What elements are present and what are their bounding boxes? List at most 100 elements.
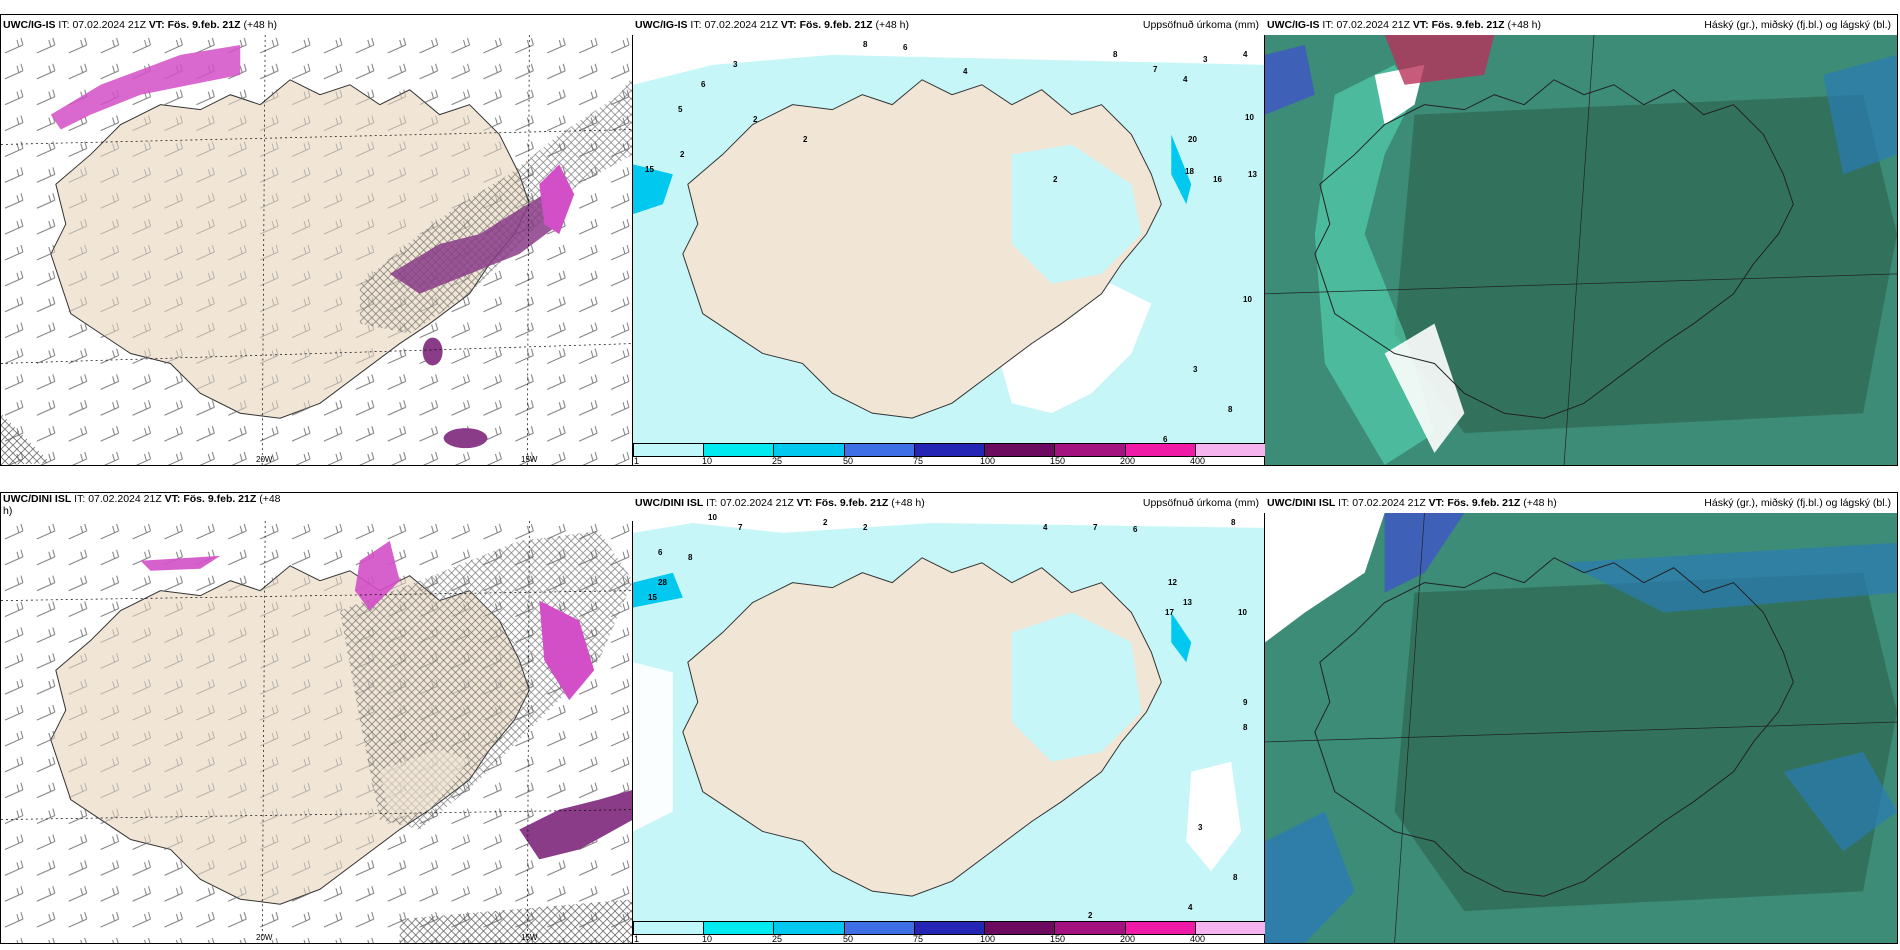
panel-header: UWC/DINI ISL IT: 07.02.2024 21Z VT: Fös.…	[1265, 493, 1897, 513]
precip-label: 16	[1213, 175, 1222, 184]
colorbar-label: 400	[1190, 934, 1206, 944]
precip-label: 4	[1043, 523, 1048, 532]
it-label: IT:	[706, 497, 718, 509]
it-value: 07.02.2024 21Z	[720, 497, 794, 509]
precip-label-layer: 10 7 2 2 4 7 6 8 6 8 28 15 12 13 17 10 9…	[633, 513, 1265, 921]
colorbar-swatch	[773, 922, 844, 934]
panel-dini-clouds: UWC/DINI ISL IT: 07.02.2024 21Z VT: Fös.…	[1264, 492, 1898, 944]
colorbar-swatch	[843, 444, 914, 456]
vt-label: VT:	[148, 19, 165, 31]
it-value: 07.02.2024 21Z	[72, 19, 146, 31]
panel-header: UWC/DINI ISL IT: 07.02.2024 21Z VT: Fös.…	[1, 493, 633, 521]
precip-label: 6	[701, 80, 706, 89]
colorbar-swatch	[1054, 922, 1125, 934]
vt-value: Fös. 9.feb. 21Z	[1431, 19, 1505, 31]
it-label: IT:	[1322, 19, 1334, 31]
colorbar-swatch	[1124, 444, 1195, 456]
precip-label: 28	[658, 578, 667, 587]
colorbar-label: 10	[702, 934, 713, 944]
precip-label: 4	[1243, 50, 1248, 59]
model-name: UWC/DINI ISL	[1267, 497, 1336, 509]
precip-label: 3	[1198, 823, 1203, 832]
model-name: UWC/DINI ISL	[3, 493, 72, 505]
precip-colorbar: 1 10 25 50 75 100 150 200 400	[633, 443, 1265, 465]
colorbar-swatch	[913, 922, 985, 934]
vt-value: Fös. 9.feb. 21Z	[167, 19, 241, 31]
colorbar-swatch	[633, 444, 704, 456]
it-label: IT:	[1338, 497, 1350, 509]
it-value: 07.02.2024 21Z	[1336, 19, 1410, 31]
precip-label: 8	[1243, 723, 1248, 732]
precip-label: 15	[648, 593, 657, 602]
precip-label: 8	[688, 553, 693, 562]
colorbar-swatch	[1054, 444, 1125, 456]
colorbar-label: 200	[1120, 934, 1136, 944]
precip-label: 10	[1243, 295, 1252, 304]
precip-label: 2	[753, 115, 758, 124]
precip-label: 4	[963, 67, 968, 76]
colorbar-swatch	[703, 444, 774, 456]
panel-dini-precip: UWC/DINI ISL IT: 07.02.2024 21Z VT: Fös.…	[632, 492, 1266, 944]
it-label: IT:	[58, 19, 70, 31]
it-label: IT:	[74, 493, 86, 505]
precip-label: 7	[1153, 65, 1158, 74]
it-value: 07.02.2024 21Z	[88, 493, 162, 505]
colorbar-label: 25	[772, 934, 783, 944]
precip-label: 6	[1133, 525, 1138, 534]
precip-label: 10	[708, 513, 717, 522]
precip-label: 2	[863, 523, 868, 532]
colorbar-swatch	[633, 922, 704, 934]
wind-map	[1, 521, 633, 943]
precip-label: 13	[1248, 170, 1257, 179]
precip-label: 12	[1168, 578, 1177, 587]
colorbar-label: 50	[843, 934, 854, 944]
precip-label: 2	[803, 135, 808, 144]
colorbar-label: 75	[913, 456, 924, 466]
colorbar-label: 50	[843, 456, 854, 466]
lead-time: (+48	[259, 493, 281, 505]
precip-label: 4	[1183, 75, 1188, 84]
vt-value: Fös. 9.feb. 21Z	[183, 493, 257, 505]
precip-label: 8	[1233, 873, 1238, 882]
precip-label: 8	[1113, 50, 1118, 59]
lead-time: (+48 h)	[243, 19, 278, 31]
panel-igis-precip: UWC/IG-IS IT: 07.02.2024 21Z VT: Fös. 9.…	[632, 14, 1266, 466]
model-name: UWC/DINI ISL	[635, 497, 704, 509]
precip-label: 5	[678, 105, 683, 114]
cloud-map	[1265, 513, 1897, 943]
panel-dini-wind: UWC/DINI ISL IT: 07.02.2024 21Z VT: Fös.…	[0, 492, 634, 944]
colorbar-swatch	[984, 922, 1055, 934]
precip-label: 2	[680, 150, 685, 159]
it-value: 07.02.2024 21Z	[704, 19, 778, 31]
vt-value: Fös. 9.feb. 21Z	[799, 19, 873, 31]
precip-label: 2	[823, 518, 828, 527]
panel-title: Uppsöfnuð úrkoma (mm)	[1142, 19, 1259, 31]
precip-label: 10	[1238, 608, 1247, 617]
cloud-map	[1265, 35, 1897, 465]
colorbar-label: 10	[702, 456, 713, 466]
lead-time: (+48 h)	[1523, 497, 1557, 509]
lead-time: (+48 h)	[875, 19, 910, 31]
colorbar-swatches	[633, 921, 1265, 935]
lead-time: (+48 h)	[891, 497, 925, 509]
precip-label: 6	[903, 43, 908, 52]
it-value: 07.02.2024 21Z	[1352, 497, 1426, 509]
panel-header: UWC/DINI ISL IT: 07.02.2024 21Z VT: Fös.…	[633, 493, 1265, 513]
colorbar-label: 100	[980, 456, 996, 466]
lead-time-cont: h)	[3, 505, 13, 517]
panel-header: UWC/IG-IS IT: 07.02.2024 21Z VT: Fös. 9.…	[633, 15, 1265, 35]
precip-label-layer: 8 6 4 3 4 6 8 3 7 4 5 10 2 2 20 2 13 18 …	[633, 35, 1265, 444]
vt-label: VT:	[1412, 19, 1429, 31]
colorbar-swatch	[913, 444, 985, 456]
panel-title: Háský (gr.), miðský (fj.bl.) og lágský (…	[1704, 19, 1891, 31]
precip-label: 4	[1188, 903, 1193, 912]
lead-time: (+48 h)	[1507, 19, 1542, 31]
colorbar-label: 100	[980, 934, 996, 944]
vt-label: VT:	[780, 19, 797, 31]
precip-label: 7	[738, 523, 743, 532]
precip-label: 15	[645, 165, 654, 174]
colorbar-label: 150	[1050, 456, 1066, 466]
it-label: IT:	[690, 19, 702, 31]
colorbar-label: 200	[1120, 456, 1136, 466]
precip-label: 9	[1243, 698, 1248, 707]
